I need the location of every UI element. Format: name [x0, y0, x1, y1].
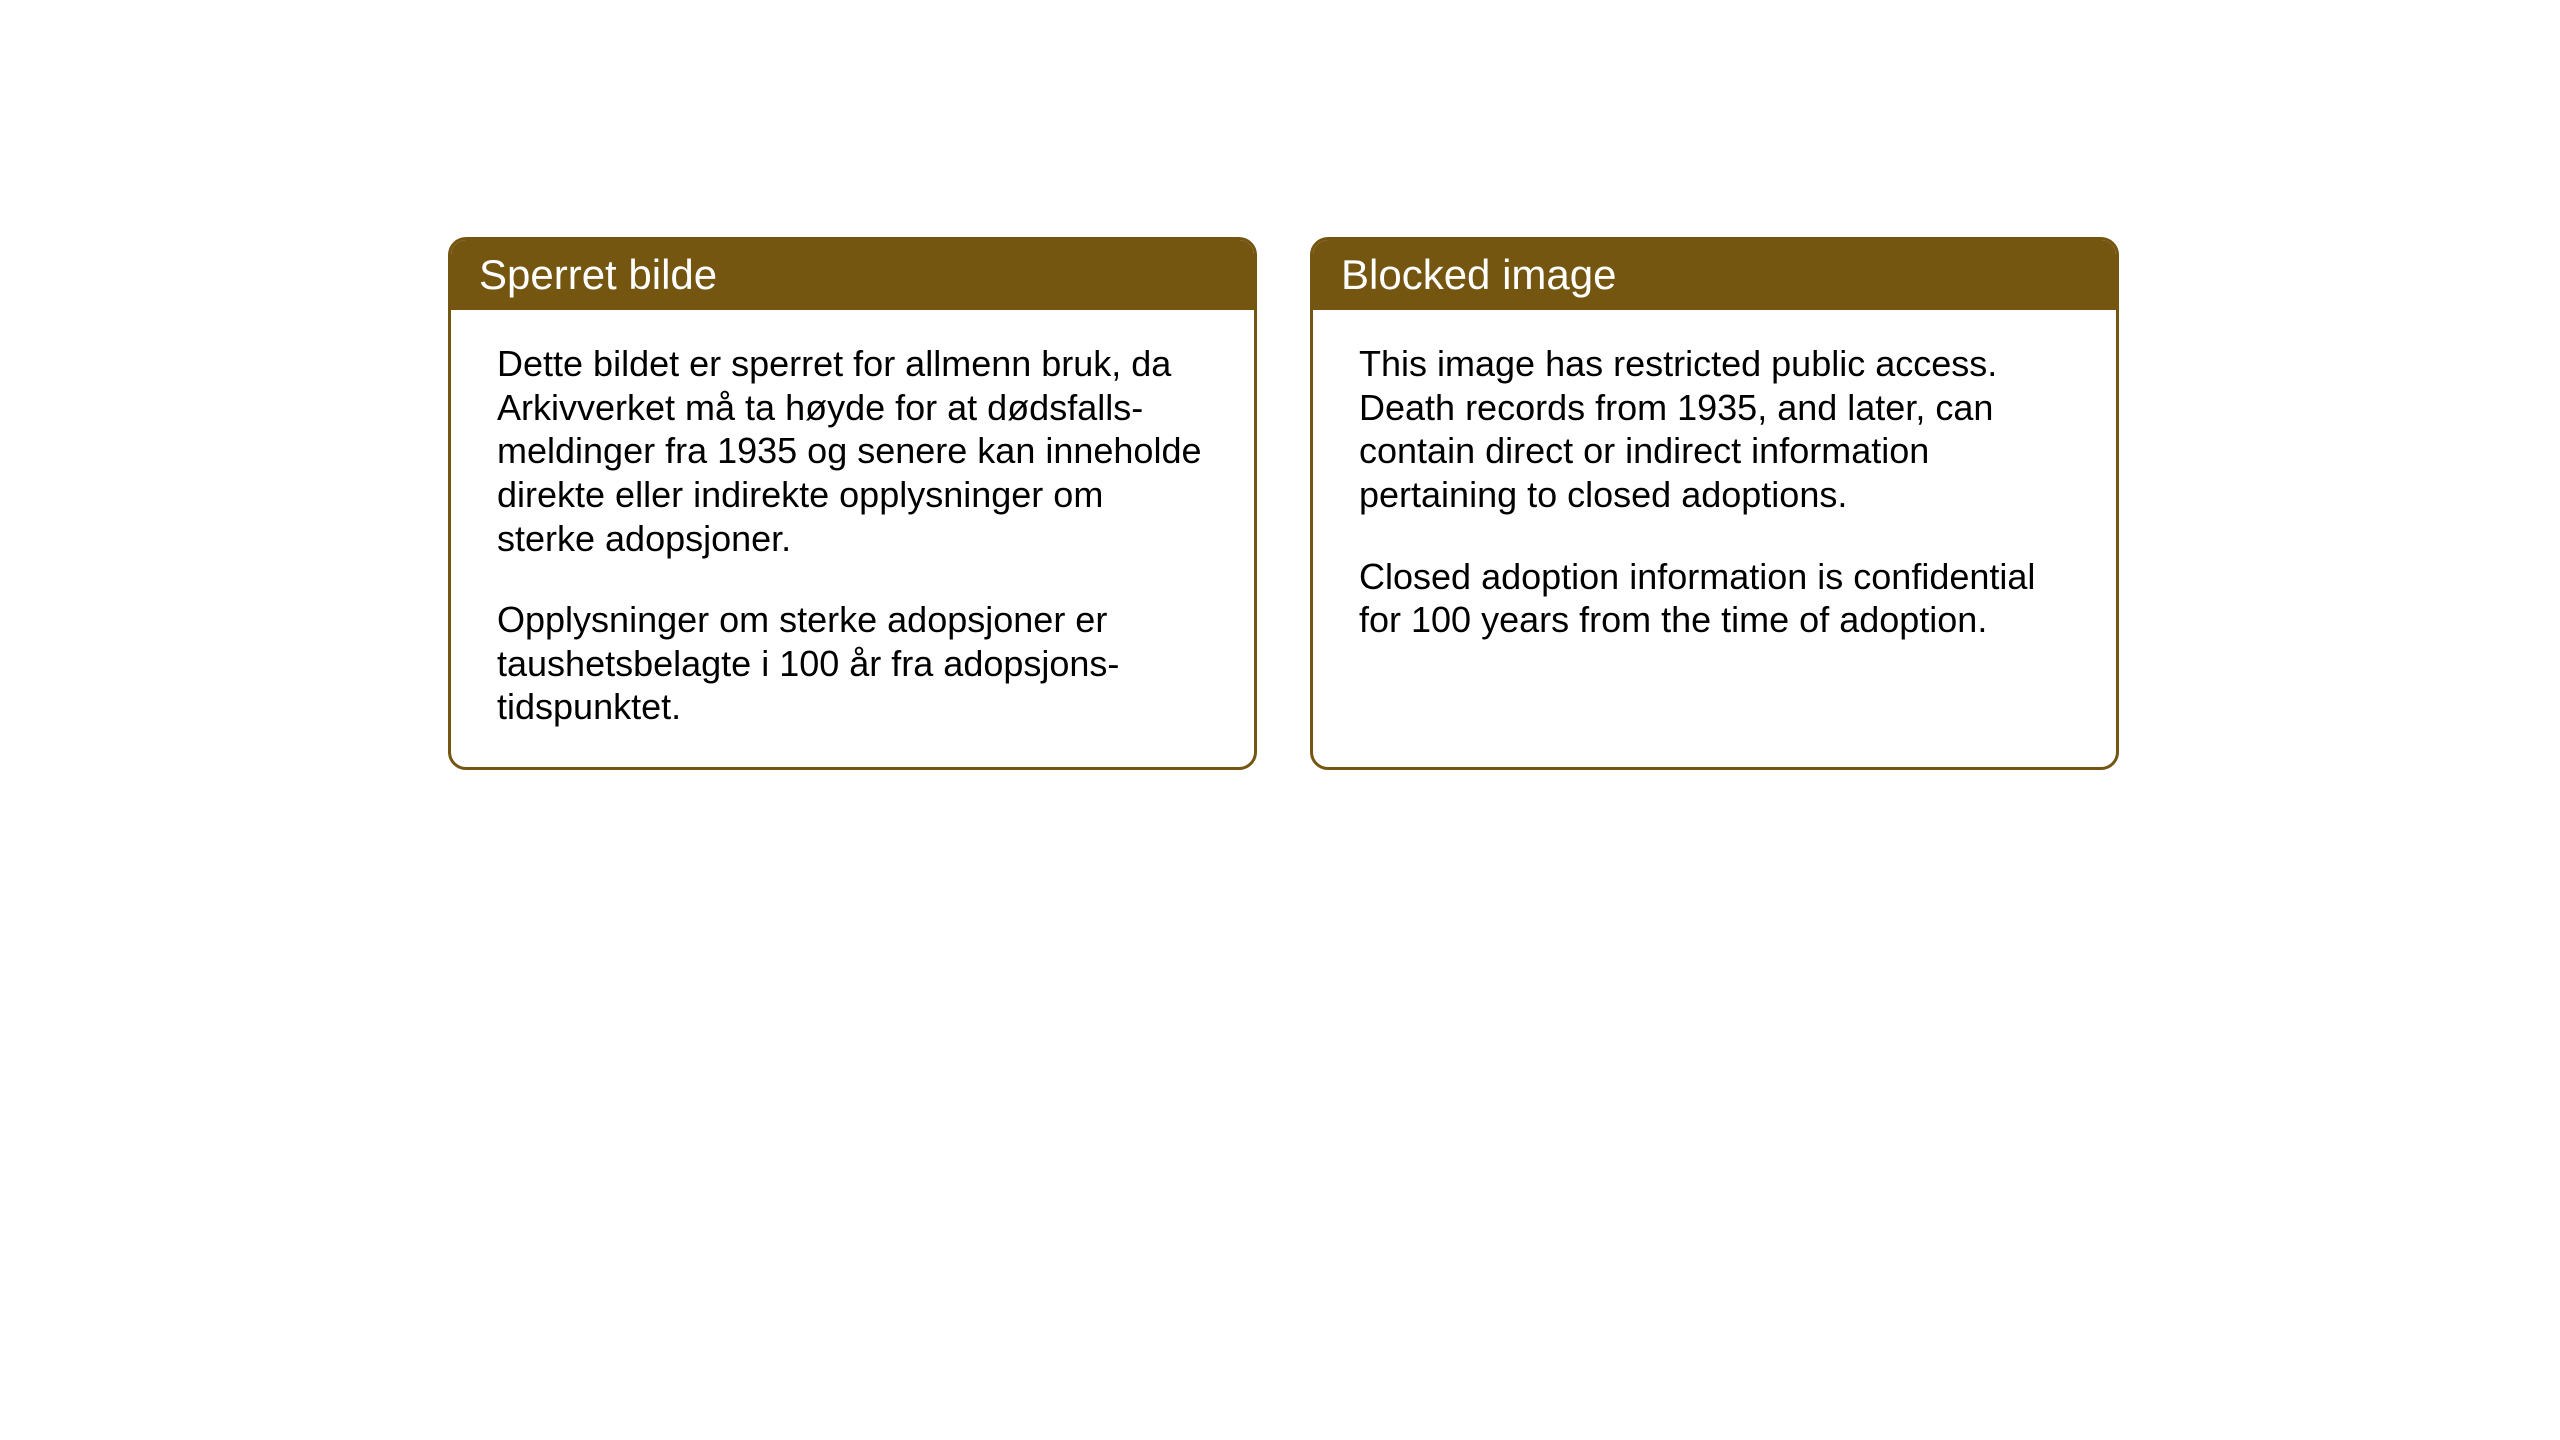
- notice-card-english: Blocked image This image has restricted …: [1310, 237, 2119, 770]
- notice-header-norwegian: Sperret bilde: [451, 240, 1254, 310]
- notice-header-english: Blocked image: [1313, 240, 2116, 310]
- notice-paragraph: Opplysninger om sterke adopsjoner er tau…: [497, 598, 1208, 729]
- notice-body-norwegian: Dette bildet er sperret for allmenn bruk…: [451, 310, 1254, 766]
- notice-card-norwegian: Sperret bilde Dette bildet er sperret fo…: [448, 237, 1257, 770]
- notice-paragraph: Dette bildet er sperret for allmenn bruk…: [497, 342, 1208, 560]
- notice-body-english: This image has restricted public access.…: [1313, 310, 2116, 730]
- notice-container: Sperret bilde Dette bildet er sperret fo…: [448, 237, 2119, 770]
- notice-paragraph: Closed adoption information is confident…: [1359, 555, 2070, 642]
- notice-paragraph: This image has restricted public access.…: [1359, 342, 2070, 516]
